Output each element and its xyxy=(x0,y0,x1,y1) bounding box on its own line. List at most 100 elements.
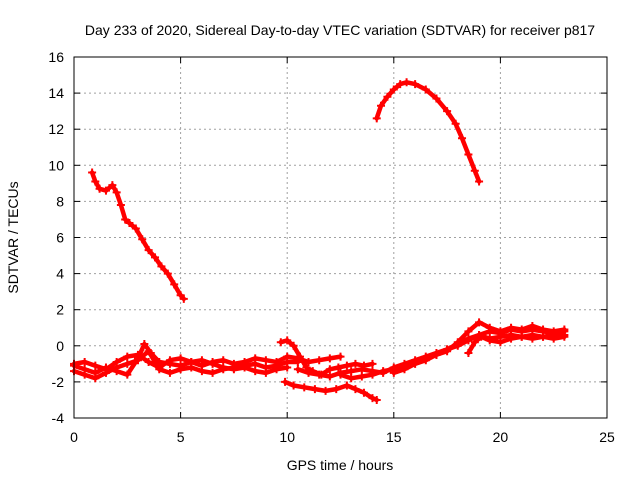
data-point xyxy=(539,325,548,334)
data-point xyxy=(272,365,281,374)
data-point xyxy=(140,339,149,348)
data-point xyxy=(283,336,292,345)
data-point xyxy=(496,332,505,341)
data-point xyxy=(336,370,345,379)
data-point xyxy=(123,359,132,368)
data-point xyxy=(261,368,270,377)
x-tick-label: 5 xyxy=(177,429,185,445)
data-point xyxy=(281,377,290,386)
data-point xyxy=(289,341,298,350)
data-point xyxy=(121,215,130,224)
data-point xyxy=(470,166,479,175)
data-point xyxy=(112,367,121,376)
data-point xyxy=(485,334,494,343)
data-point xyxy=(402,78,411,87)
data-point xyxy=(176,354,185,363)
data-point xyxy=(108,181,117,190)
series-line xyxy=(374,80,482,184)
data-point xyxy=(208,359,217,368)
data-point xyxy=(325,365,334,374)
data-point xyxy=(80,358,89,367)
data-point xyxy=(539,332,548,341)
y-tick-label: -4 xyxy=(52,410,65,426)
data-point xyxy=(165,368,174,377)
series-track-g xyxy=(281,377,381,404)
data-point xyxy=(372,114,381,123)
data-point xyxy=(112,188,121,197)
series-track-k xyxy=(389,330,569,377)
data-point xyxy=(251,359,260,368)
data-point xyxy=(549,334,558,343)
data-point xyxy=(151,253,160,262)
y-tick-label: 0 xyxy=(56,338,64,354)
data-point xyxy=(133,354,142,363)
data-point xyxy=(80,365,89,374)
data-point xyxy=(485,323,494,332)
data-point xyxy=(464,327,473,336)
data-point xyxy=(155,365,164,374)
data-point xyxy=(421,85,430,94)
y-tick-label: 10 xyxy=(48,157,64,173)
data-point xyxy=(208,368,217,377)
data-point xyxy=(155,358,164,367)
data-point xyxy=(464,334,473,343)
data-point xyxy=(179,294,188,303)
data-point xyxy=(146,349,155,358)
series-line xyxy=(71,341,290,377)
y-tick-label: 2 xyxy=(56,302,64,318)
data-point xyxy=(411,359,420,368)
data-point xyxy=(342,381,351,390)
data-point xyxy=(507,330,516,339)
data-point xyxy=(396,80,405,89)
data-point xyxy=(315,370,324,379)
data-point xyxy=(251,367,260,376)
data-point xyxy=(125,219,134,228)
x-tick-label: 20 xyxy=(493,429,509,445)
data-point xyxy=(293,358,302,367)
data-point xyxy=(451,119,460,128)
data-point xyxy=(219,363,228,372)
series-track-e xyxy=(70,339,292,379)
data-point xyxy=(91,361,100,370)
data-point xyxy=(304,358,313,367)
data-point xyxy=(560,332,569,341)
data-point xyxy=(138,235,147,244)
data-point xyxy=(470,338,479,347)
data-point xyxy=(197,367,206,376)
data-point xyxy=(219,356,228,365)
data-point xyxy=(528,334,537,343)
data-point xyxy=(293,365,302,374)
x-tick-label: 0 xyxy=(70,429,78,445)
y-tick-label: 16 xyxy=(48,49,64,65)
data-point xyxy=(517,325,526,334)
data-point xyxy=(383,92,392,101)
series-track-i xyxy=(336,318,569,383)
data-point xyxy=(144,246,153,255)
grid-layer xyxy=(74,57,607,418)
data-point xyxy=(443,345,452,354)
y-tick-label: 4 xyxy=(56,266,64,282)
data-layer xyxy=(70,78,569,404)
data-point xyxy=(368,359,377,368)
data-point xyxy=(165,359,174,368)
data-point xyxy=(157,262,166,271)
data-point xyxy=(528,321,537,330)
data-point xyxy=(443,107,452,116)
data-point xyxy=(357,372,366,381)
data-point xyxy=(163,269,172,278)
data-point xyxy=(283,363,292,372)
series-track-b xyxy=(372,78,484,186)
data-point xyxy=(453,339,462,348)
y-tick-label: 6 xyxy=(56,230,64,246)
data-point xyxy=(475,330,484,339)
data-point xyxy=(170,280,179,289)
data-point xyxy=(517,332,526,341)
data-point xyxy=(91,368,100,377)
data-point xyxy=(411,80,420,89)
x-axis-title: GPS time / hours xyxy=(287,457,394,473)
data-point xyxy=(332,385,341,394)
data-point xyxy=(123,352,132,361)
data-point xyxy=(101,186,110,195)
data-point xyxy=(295,352,304,361)
data-point xyxy=(91,177,100,186)
